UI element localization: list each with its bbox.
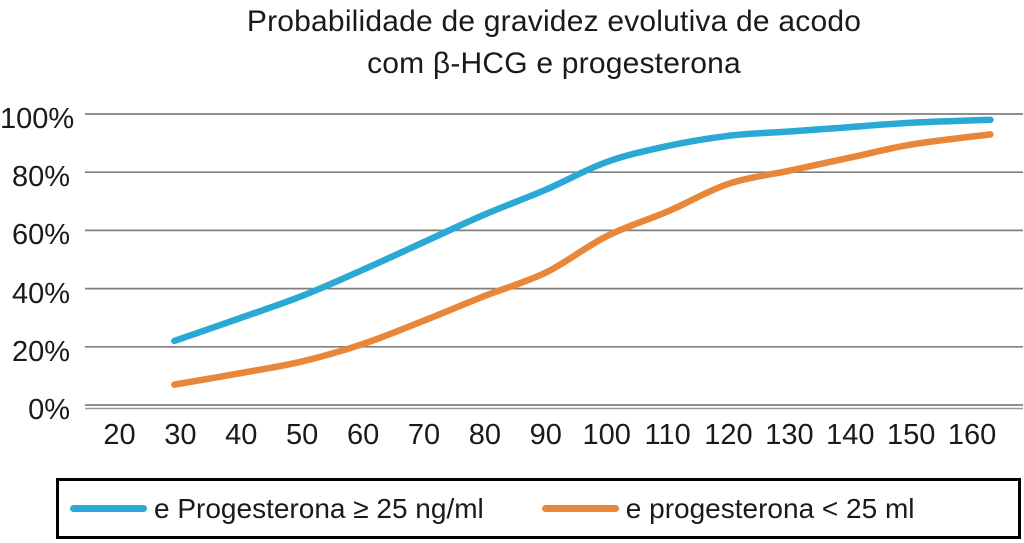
x-tick-label-160: 160 xyxy=(947,419,997,451)
series-line-orange xyxy=(171,131,994,388)
legend-label-progesterona-lt-25: e progesterona < 25 ml xyxy=(625,492,915,524)
chart-title-line2: com β-HCG e progesterona xyxy=(367,47,741,80)
legend-line-swatch-blue xyxy=(70,505,147,512)
x-tick-label-70: 70 xyxy=(407,419,441,451)
x-tick-label-120: 120 xyxy=(704,419,753,451)
legend-item-progesterona-lt-25: e progesterona < 25 ml xyxy=(541,492,915,525)
x-tick-label-60: 60 xyxy=(346,419,380,451)
x-tick-label-80: 80 xyxy=(468,419,502,451)
y-tick-label-40%: 40% xyxy=(11,277,70,310)
x-tick-label-40: 40 xyxy=(225,419,258,451)
y-tick-label-60%: 60% xyxy=(11,219,70,252)
x-tick-label-130: 130 xyxy=(765,419,814,451)
x-tick-label-50: 50 xyxy=(286,419,319,451)
y-tick-label-20%: 20% xyxy=(11,335,70,368)
legend: e Progesterona ≥ 25 ng/ml e progesterona… xyxy=(56,478,1021,539)
x-tick-label-100: 100 xyxy=(582,419,631,451)
x-tick-label-90: 90 xyxy=(529,419,562,451)
legend-line-swatch-orange xyxy=(541,505,619,512)
x-tick-label-20: 20 xyxy=(103,419,136,451)
legend-item-progesterona-ge-25: e Progesterona ≥ 25 ng/ml xyxy=(70,493,484,525)
y-tick-label-0%: 0% xyxy=(28,394,70,426)
x-tick-label-110: 110 xyxy=(644,419,691,451)
x-tick-label-30: 30 xyxy=(164,419,197,451)
x-tick-label-150: 150 xyxy=(886,419,936,451)
chart-title-line1: Probabilidade de gravidez evolutiva de a… xyxy=(246,5,862,38)
y-tick-label-80%: 80% xyxy=(11,161,70,194)
x-tick-label-140: 140 xyxy=(826,419,875,451)
chart-title: Probabilidade de gravidez evolutiva de a… xyxy=(85,1,1023,85)
legend-label-progesterona-ge-25: e Progesterona ≥ 25 ng/ml xyxy=(154,492,484,524)
series-line-blue xyxy=(171,116,994,345)
y-tick-label-100%: 100% xyxy=(0,103,75,135)
